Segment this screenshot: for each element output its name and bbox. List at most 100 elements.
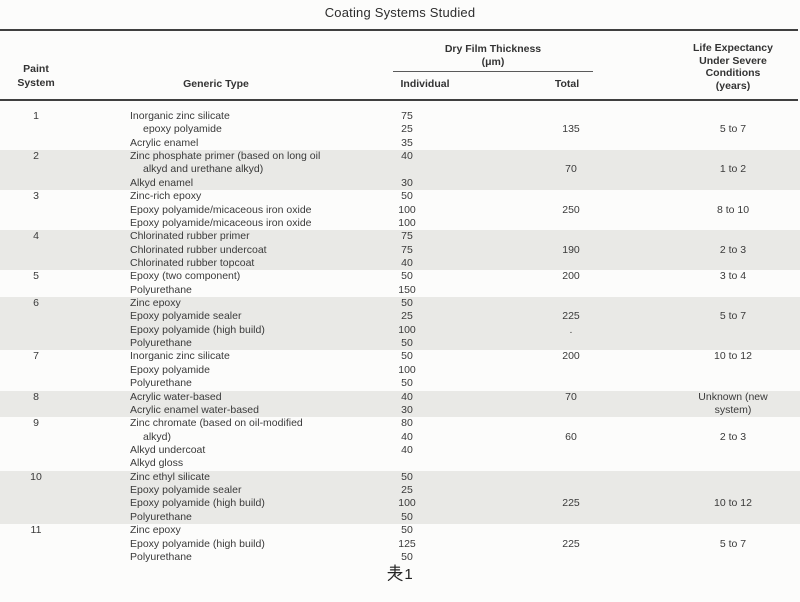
paint-system-number: 2 <box>33 150 39 163</box>
individual-thickness-value: 40 <box>401 430 413 443</box>
total-thickness-value <box>534 217 608 230</box>
paint-system-number <box>14 377 58 390</box>
table-row: Polyurethane 50 <box>0 510 800 525</box>
table-row: alkyd and urethane alkyd) 70 1 to 2 <box>0 163 800 177</box>
individual-thickness-value: 25 <box>401 123 413 136</box>
life-expectancy-value: 2 to 3 <box>719 243 747 256</box>
life-expectancy-value: Unknown (new <box>698 390 768 403</box>
generic-type-text: Polyurethane <box>130 283 192 296</box>
generic-type-text: Alkyd undercoat <box>130 444 206 456</box>
life-expectancy-value <box>658 457 800 470</box>
individual-thickness-value: 40 <box>401 390 413 403</box>
generic-type-text: Alkyd enamel <box>130 176 194 189</box>
life-expectancy-value <box>658 284 800 297</box>
paint-system-number: 9 <box>33 417 39 430</box>
total-thickness-value <box>534 284 608 297</box>
life-expectancy-value: 10 to 12 <box>714 497 752 510</box>
table-row: Polyurethane 50 <box>0 377 800 390</box>
individual-thickness-value: 50 <box>401 350 413 363</box>
total-thickness-value <box>534 110 608 123</box>
paint-system-number <box>14 284 58 297</box>
generic-type-text: Acrylic water-based <box>130 390 222 403</box>
individual-thickness-value: 100 <box>398 497 416 510</box>
individual-thickness-value: 40 <box>401 444 413 456</box>
table-row: 5 Epoxy (two component) 50 200 3 to 4 <box>0 270 800 283</box>
total-thickness-value <box>534 337 608 350</box>
paint-system-number: 7 <box>33 350 39 363</box>
paint-system-number <box>14 444 58 457</box>
life-expectancy-value <box>658 177 800 190</box>
total-thickness-value: . <box>569 323 573 336</box>
life-expectancy-value <box>658 190 800 203</box>
table-row: Epoxy polyamide/micaceous iron oxide 100 <box>0 217 800 230</box>
total-thickness-value <box>534 471 608 484</box>
total-thickness-value: 225 <box>562 497 580 510</box>
generic-type-text: Acrylic enamel <box>130 136 199 149</box>
life-expectancy-value: 5 to 7 <box>719 310 747 323</box>
generic-type-text: Epoxy polyamide sealer <box>130 310 242 323</box>
generic-type-text: Polyurethane <box>130 377 192 390</box>
life-expectancy-value <box>658 444 800 457</box>
individual-thickness-value: 30 <box>401 403 413 416</box>
life-expectancy-value: 10 to 12 <box>714 350 752 363</box>
life-expectancy-value <box>658 511 800 524</box>
paint-system-number: 4 <box>33 230 39 243</box>
table-title: Coating Systems Studied <box>324 5 476 20</box>
total-thickness-value <box>534 190 608 203</box>
table-row: Polyurethane 50 <box>0 551 800 564</box>
generic-type-text: Epoxy polyamide/micaceous iron oxide <box>130 216 312 229</box>
total-thickness-value <box>534 257 608 270</box>
generic-type-text: alkyd) <box>143 430 172 443</box>
generic-type-text: Epoxy polyamide <box>130 363 210 376</box>
life-expectancy-value <box>658 324 800 337</box>
total-thickness-value <box>534 417 608 430</box>
table-row: Epoxy polyamide (high build) 125 225 5 to 7 <box>0 538 800 551</box>
paint-system-number: 6 <box>33 297 39 310</box>
generic-type-text: Epoxy (two component) <box>130 270 241 283</box>
individual-thickness-value: 40 <box>401 150 413 163</box>
generic-type-text: Chlorinated rubber undercoat <box>130 243 267 256</box>
dft-underline <box>393 71 593 72</box>
col-header-paint-line2: System <box>17 76 55 89</box>
total-thickness-value <box>534 230 608 243</box>
individual-thickness-value: 50 <box>401 524 413 537</box>
individual-thickness-value: 50 <box>401 377 413 390</box>
table-row: Chlorinated rubber topcoat 40 <box>0 256 800 271</box>
life-expectancy-value: 5 to 7 <box>719 123 747 136</box>
paint-system-number <box>14 244 58 257</box>
table-row: Epoxy polyamide sealer 25 <box>0 484 800 498</box>
individual-thickness-value <box>373 457 441 470</box>
total-thickness-value: 200 <box>562 350 580 363</box>
paint-system-number <box>14 511 58 524</box>
total-thickness-value <box>534 484 608 497</box>
individual-thickness-value: 25 <box>401 484 413 497</box>
total-thickness-value: 60 <box>565 430 577 443</box>
life-expectancy-value <box>658 230 800 243</box>
table-row: 10 Zinc ethyl silicate 50 <box>0 470 800 485</box>
table-body: 1 Inorganic zinc silicate 75 epoxy polyamid… <box>0 110 800 566</box>
life-expectancy-value: 8 to 10 <box>716 203 750 216</box>
table-row: 1 Inorganic zinc silicate 75 <box>0 110 800 123</box>
generic-type-text: Zinc-rich epoxy <box>130 190 202 203</box>
dft-group-label: Dry Film Thickness <box>444 43 542 55</box>
table-row: Alkyd enamel 30 <box>0 176 800 191</box>
generic-type-text: Epoxy polyamide (high build) <box>130 537 265 550</box>
life-expectancy-value: 5 to 7 <box>719 537 747 550</box>
table-row: Epoxy polyamide (high build) 100. <box>0 323 800 338</box>
life-expectancy-value <box>658 257 800 270</box>
individual-thickness-value: 30 <box>401 176 413 189</box>
individual-thickness-value: 50 <box>401 550 413 563</box>
total-thickness-value: 70 <box>565 390 577 403</box>
table-row: epoxy polyamide 25 135 5 to 7 <box>0 123 800 136</box>
total-thickness-value: 190 <box>562 243 580 256</box>
col-header-paint-line1: Paint <box>23 63 49 75</box>
table-row: Epoxy polyamide (high build) 100 225 10 to … <box>0 497 800 511</box>
paint-system-number <box>14 324 58 337</box>
life-expectancy-value: 2 to 3 <box>719 430 747 443</box>
paint-system-number <box>14 123 58 136</box>
generic-type-text: epoxy polyamide <box>143 123 222 136</box>
individual-thickness-value: 50 <box>401 470 413 483</box>
generic-type-text: Zinc phosphate primer (based on long oil <box>130 150 321 163</box>
life-header-line4: (years) <box>715 79 751 92</box>
